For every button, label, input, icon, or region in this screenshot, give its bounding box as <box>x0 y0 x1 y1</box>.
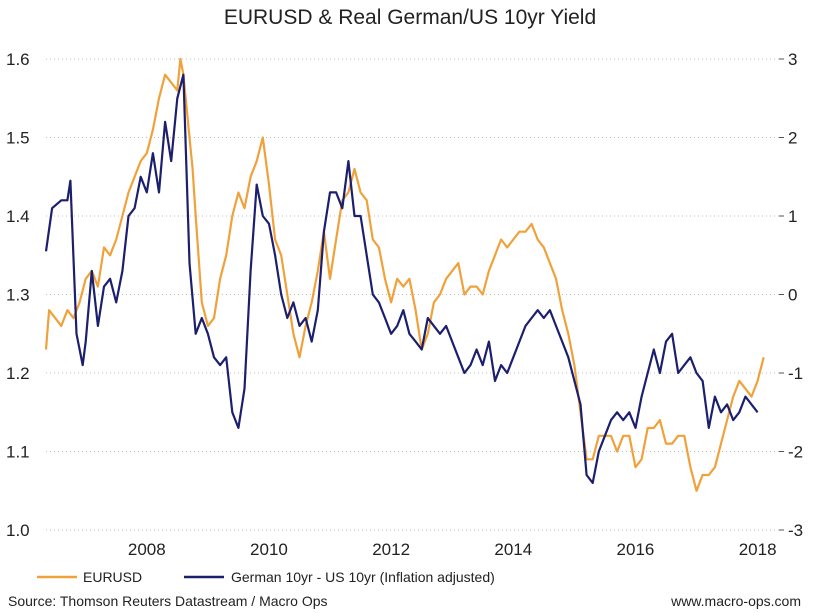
y-right-tick-label: -2 <box>788 443 803 462</box>
left-axis-ticks: 1.0 1.1 1.2 1.3 1.4 1.5 1.6 <box>6 50 30 540</box>
y-left-tick-label: 1.2 <box>6 364 30 383</box>
yield-spread-line <box>44 73 759 484</box>
y-right-tick-label: -1 <box>788 364 803 383</box>
y-right-tick-label: 0 <box>788 286 797 305</box>
y-left-tick-label: 1.3 <box>6 286 30 305</box>
eurusd-line <box>44 57 765 492</box>
y-left-tick-label: 1.5 <box>6 129 30 148</box>
legend-label-spread: German 10yr - US 10yr (Inflation adjuste… <box>231 569 495 585</box>
y-left-tick-label: 1.0 <box>6 521 30 540</box>
y-left-tick-label: 1.1 <box>6 443 30 462</box>
x-tick-label: 2010 <box>250 540 288 559</box>
x-axis-ticks: 2008 2010 2012 2014 2016 2018 <box>128 540 777 559</box>
x-tick-label: 2012 <box>372 540 410 559</box>
y-right-tick-label: -3 <box>788 521 803 540</box>
y-right-tick-label: 2 <box>788 129 797 148</box>
x-tick-label: 2016 <box>617 540 655 559</box>
y-right-tick-label: 1 <box>788 207 797 226</box>
series-lines <box>44 57 765 492</box>
y-left-tick-label: 1.4 <box>6 207 30 226</box>
source-note: Source: Thomson Reuters Datastream / Mac… <box>8 593 328 609</box>
right-axis-ticks: -3 -2 -1 0 1 2 3 <box>779 50 803 540</box>
y-right-tick-label: 3 <box>788 50 797 69</box>
x-tick-label: 2018 <box>739 540 777 559</box>
x-tick-label: 2014 <box>494 540 532 559</box>
chart-title: EURUSD & Real German/US 10yr Yield <box>224 6 596 29</box>
x-tick-label: 2008 <box>128 540 166 559</box>
legend: EURUSD German 10yr - US 10yr (Inflation … <box>37 569 495 585</box>
legend-label-eurusd: EURUSD <box>83 569 142 585</box>
website-link[interactable]: www.macro-ops.com <box>670 593 801 609</box>
y-left-tick-label: 1.6 <box>6 50 30 69</box>
